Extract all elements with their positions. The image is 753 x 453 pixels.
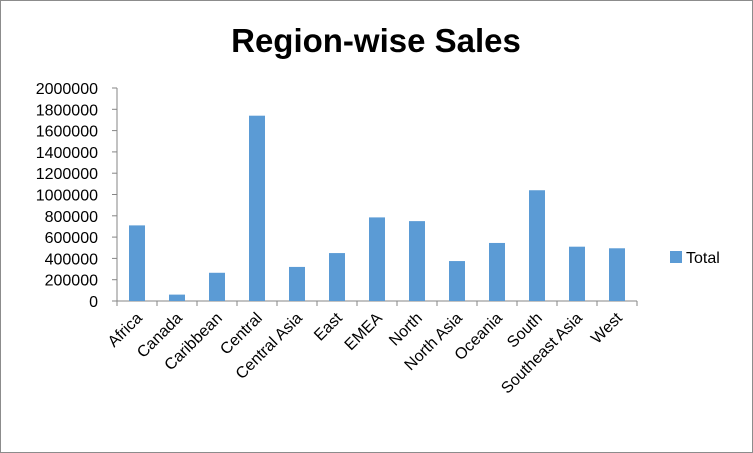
x-tick-label: EMEA [342, 310, 386, 354]
y-tick-label: 1200000 [36, 166, 98, 183]
bar-central [249, 115, 265, 301]
bar-emea [369, 217, 385, 301]
bar-north-asia [449, 261, 465, 301]
bar-west [609, 248, 625, 301]
y-tick-label: 1800000 [36, 102, 98, 119]
y-tick-label: 200000 [45, 273, 98, 290]
legend-swatch-total [670, 251, 682, 263]
y-tick-label: 1600000 [36, 124, 98, 141]
bar-north [409, 221, 425, 301]
bar-africa [129, 225, 145, 301]
x-tick-label: West [588, 309, 626, 347]
y-tick-label: 1400000 [36, 145, 98, 162]
x-tick-label: East [311, 309, 346, 344]
bar-caribbean [209, 272, 225, 301]
bar-east [329, 253, 345, 301]
bars [129, 115, 625, 301]
y-tick-label: 600000 [45, 230, 98, 247]
bar-central-asia [289, 266, 305, 301]
y-axis: 0 200000 400000 600000 800000 1000000 1200000 1… [36, 81, 118, 311]
y-tick-label: 400000 [45, 251, 98, 268]
bar-canada [169, 294, 185, 301]
chart-title: Region-wise Sales [231, 22, 521, 59]
y-tick-label: 1000000 [36, 188, 98, 205]
legend-label-total: Total [686, 250, 720, 267]
y-tick-label: 2000000 [36, 81, 98, 98]
legend: Total [670, 250, 720, 267]
bar-oceania [489, 242, 505, 301]
bar-south [529, 190, 545, 301]
y-tick-label: 800000 [45, 209, 98, 226]
y-tick-label: 0 [89, 294, 98, 311]
bar-southeast-asia [569, 246, 585, 301]
